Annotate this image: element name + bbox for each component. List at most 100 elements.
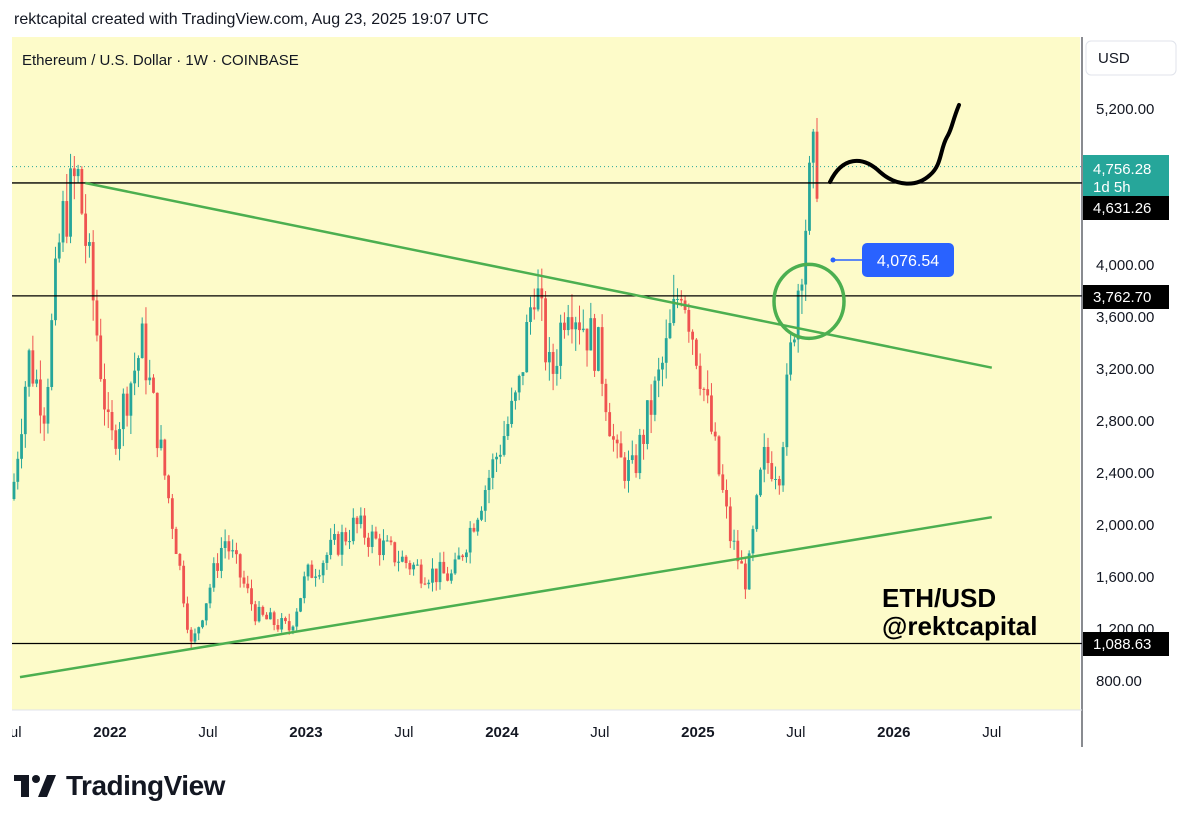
x-tick-label: Jul <box>12 724 22 741</box>
candle-body <box>815 131 819 199</box>
candle-body <box>581 328 585 331</box>
candle-body <box>329 539 333 555</box>
candle-body <box>728 506 732 542</box>
candle-body <box>84 213 88 246</box>
candle-body <box>374 531 378 539</box>
candle-body <box>174 528 178 555</box>
candle-body <box>268 612 272 620</box>
candle-body <box>227 541 231 552</box>
candle-body <box>404 556 408 564</box>
candle-body <box>649 400 653 415</box>
y-axis[interactable]: 5,200.004,800.004,000.003,600.003,200.00… <box>1096 101 1154 690</box>
chart-frame[interactable]: 4,076.54 Ethereum / U.S. Dollar · 1W · C… <box>2 37 1200 747</box>
x-tick-label: Jul <box>590 724 609 741</box>
candle-body <box>57 242 61 259</box>
candles-layer <box>12 117 819 649</box>
candle-body <box>212 563 216 588</box>
candle-body <box>710 395 713 432</box>
candle-body <box>186 603 189 630</box>
candle-body <box>42 415 46 424</box>
x-tick-label: Jul <box>198 724 217 741</box>
projection-path[interactable] <box>828 103 961 186</box>
candle-body <box>16 458 20 482</box>
current-price-tag <box>1083 155 1169 197</box>
candle-body <box>242 577 246 584</box>
candle-body <box>480 510 483 520</box>
tradingview-logo[interactable]: TradingView <box>14 770 225 802</box>
candle-body <box>785 374 789 448</box>
candle-body <box>144 323 148 381</box>
candle-body <box>717 436 721 475</box>
watermark-author: @rektcapital <box>882 611 1037 641</box>
trendline-descending[interactable] <box>85 181 993 369</box>
x-tick-label: 2025 <box>681 724 714 741</box>
level-price-value: 4,631.26 <box>1093 200 1151 217</box>
candle-body <box>612 436 615 440</box>
candle-body <box>808 162 811 231</box>
candle-body <box>265 614 268 620</box>
x-tick-label: 2022 <box>93 724 126 741</box>
candle-body <box>740 561 744 564</box>
candle-body <box>589 318 593 351</box>
attribution-text: rektcapital created with TradingView.com… <box>14 11 489 28</box>
candle-body <box>419 564 423 584</box>
candle-body <box>216 563 219 571</box>
candle-body <box>257 606 261 622</box>
trendline-ascending[interactable] <box>19 515 993 679</box>
candle-body <box>506 424 510 437</box>
marker-price-box[interactable] <box>862 243 954 277</box>
y-tick-label: 1,600.00 <box>1096 569 1154 586</box>
candle-body <box>743 563 747 590</box>
candle-body <box>152 377 155 393</box>
candle-body <box>235 550 238 555</box>
candle-body <box>664 338 668 363</box>
candle-body <box>46 386 50 424</box>
candle-body <box>645 400 649 444</box>
candle-body <box>400 556 404 562</box>
candle-body <box>91 242 95 301</box>
candle-body <box>54 258 57 321</box>
candle-body <box>333 533 336 540</box>
candle-body <box>389 540 393 543</box>
candle-body <box>201 620 204 628</box>
candle-body <box>514 392 517 401</box>
y-tick-label: 2,800.00 <box>1096 413 1154 430</box>
candle-body <box>759 469 762 496</box>
currency-button[interactable]: USD <box>1085 40 1177 76</box>
candle-body <box>88 242 91 246</box>
candle-body <box>155 392 159 449</box>
candle-body <box>348 541 351 543</box>
candle-body <box>461 555 465 558</box>
candle-body <box>468 527 472 553</box>
candle-body <box>50 320 54 387</box>
highlight-circle[interactable] <box>772 262 846 341</box>
candle-body <box>280 618 284 630</box>
y-tick-label: 5,200.00 <box>1096 101 1154 118</box>
candle-body <box>148 377 152 381</box>
candle-body <box>570 317 574 330</box>
price-chart[interactable]: 4,076.54 Ethereum / U.S. Dollar · 1W · C… <box>2 37 1200 747</box>
candle-body <box>438 561 442 583</box>
candle-body <box>299 598 302 612</box>
x-axis[interactable]: Jul 2022 Jul 2023 Jul 2024 Jul 2025 Jul 2026 Jul <box>2 724 1001 741</box>
candle-body <box>792 339 796 343</box>
candle-body <box>12 481 16 499</box>
candle-body <box>442 561 446 574</box>
candle-body <box>163 439 167 476</box>
candle-body <box>449 573 453 581</box>
candle-body <box>121 393 125 430</box>
candle-body <box>540 288 544 299</box>
candle-body <box>476 519 480 532</box>
candle-body <box>800 284 804 291</box>
candle-body <box>223 541 227 548</box>
candle-body <box>676 298 679 300</box>
candle-body <box>321 562 325 576</box>
candle-body <box>355 517 359 525</box>
candle-body <box>713 431 717 437</box>
candle-body <box>125 393 129 416</box>
candle-body <box>657 369 661 381</box>
candle-body <box>27 350 31 387</box>
candle-body <box>80 169 84 214</box>
candle-body <box>238 554 242 578</box>
